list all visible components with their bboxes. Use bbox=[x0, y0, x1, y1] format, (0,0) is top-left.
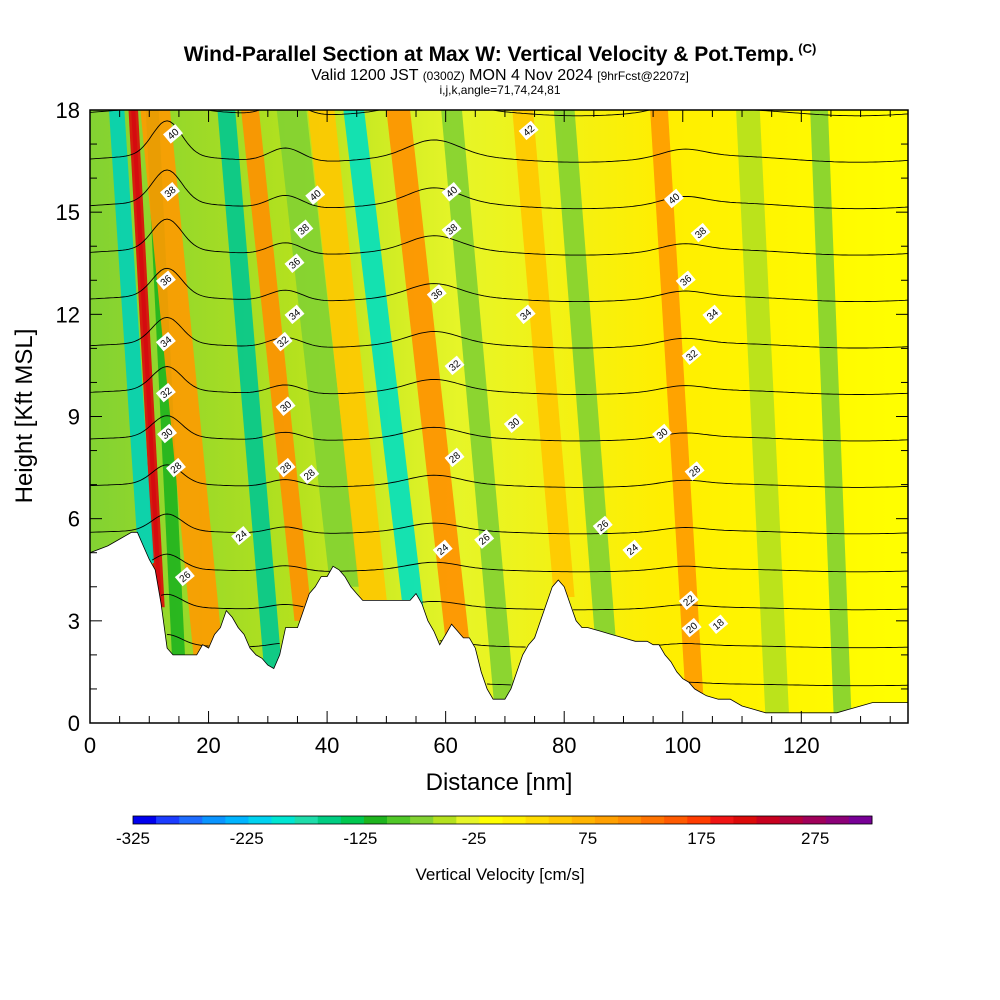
colorbar-swatch bbox=[340, 816, 365, 824]
colorbar-swatch bbox=[248, 816, 273, 824]
theta-contours bbox=[90, 110, 908, 687]
chart-title: Wind-Parallel Section at Max W: Vertical… bbox=[0, 36, 1000, 68]
y-axis-label: Height [Kft MSL] bbox=[11, 329, 38, 504]
colorbar-swatch bbox=[571, 816, 596, 824]
x-tick-label: 0 bbox=[84, 733, 96, 758]
chart-subtitle: Valid 1200 JST (0300Z) MON 4 Nov 2024 [9… bbox=[0, 68, 1000, 84]
velocity-band-11 bbox=[441, 110, 516, 710]
colorbar-tick-label: -225 bbox=[230, 829, 264, 848]
y-tick-label: 3 bbox=[68, 609, 80, 634]
theta-contour-28 bbox=[90, 415, 908, 442]
y-tick-label: 9 bbox=[68, 405, 80, 430]
colorbar-swatch bbox=[825, 816, 850, 824]
colorbar-swatch bbox=[802, 816, 827, 824]
velocity-band-13 bbox=[553, 110, 617, 643]
velocity-band-14 bbox=[650, 110, 704, 700]
velocity-band-1 bbox=[128, 110, 165, 608]
theta-contour-16 bbox=[487, 681, 908, 687]
theta-contour-20 bbox=[160, 593, 908, 611]
theta-contour-32 bbox=[90, 316, 908, 349]
y-tick-label: 12 bbox=[56, 302, 80, 327]
y-tick-label: 15 bbox=[56, 200, 80, 225]
colorbar-swatch bbox=[548, 816, 573, 824]
y-tick-label: 18 bbox=[56, 98, 80, 123]
x-axis-label: Distance [nm] bbox=[426, 769, 573, 796]
colorbar-swatch bbox=[687, 816, 711, 824]
colorbar-swatch bbox=[756, 816, 781, 824]
velocity-band-6 bbox=[241, 110, 313, 621]
theta-contour-22 bbox=[151, 553, 908, 573]
x-tick-label: 80 bbox=[552, 733, 576, 758]
valid-time: Valid 1200 JST bbox=[311, 67, 419, 84]
x-tick-label: 60 bbox=[433, 733, 457, 758]
colorbar-swatch bbox=[294, 816, 319, 824]
colorbar-swatch bbox=[179, 816, 203, 824]
velocity-band-2 bbox=[108, 110, 155, 563]
velocity-band-12 bbox=[512, 110, 575, 597]
colorbar-swatch bbox=[410, 816, 434, 824]
theta-contour-18 bbox=[167, 634, 908, 649]
theta-contour-34 bbox=[90, 267, 908, 303]
colorbar-swatch bbox=[479, 816, 503, 824]
colorbar-swatch bbox=[156, 816, 180, 824]
terrain-mask bbox=[90, 531, 908, 723]
y-axis: 0 3 6 9 12 15 18 bbox=[56, 98, 908, 736]
chart-title-text: Wind-Parallel Section at Max W: Vertical… bbox=[183, 43, 795, 66]
x-tick-label: 100 bbox=[664, 733, 701, 758]
colorbar-tick-label: 75 bbox=[578, 829, 597, 848]
colorbar-swatch bbox=[387, 816, 411, 824]
theta-contour-30 bbox=[90, 366, 908, 395]
colorbar-swatch bbox=[617, 816, 642, 824]
colorbar-swatch bbox=[317, 816, 342, 824]
forecast-info: [9hrFcst@2207z] bbox=[597, 69, 689, 83]
colorbar-swatch bbox=[594, 816, 619, 824]
colorbar-swatch bbox=[733, 816, 758, 824]
colorbar-swatch bbox=[664, 816, 688, 824]
colorbar-swatch bbox=[202, 816, 226, 824]
theta-contour-26 bbox=[90, 464, 908, 488]
valid-date: MON 4 Nov 2024 bbox=[469, 67, 593, 84]
colorbar-tick-label: 175 bbox=[687, 829, 715, 848]
copyright-mark: (C) bbox=[798, 41, 817, 56]
theta-contour-36 bbox=[90, 218, 908, 256]
colorbar-swatch bbox=[710, 816, 734, 824]
x-tick-label: 120 bbox=[783, 733, 820, 758]
y-tick-label: 6 bbox=[68, 507, 80, 532]
theta-contour-40 bbox=[90, 120, 908, 163]
colorbar-tick-label: -25 bbox=[462, 829, 487, 848]
x-tick-label: 40 bbox=[315, 733, 339, 758]
colorbar-tick-label: -125 bbox=[343, 829, 377, 848]
colorbar-swatch bbox=[779, 816, 804, 824]
colorbar-swatch bbox=[502, 816, 527, 824]
section-indices: i,j,k,angle=71,74,24,81 bbox=[439, 83, 561, 97]
x-tick-label: 20 bbox=[196, 733, 220, 758]
colorbar-swatch bbox=[271, 816, 296, 824]
colorbar-tick-label: -325 bbox=[116, 829, 150, 848]
colorbar-swatch bbox=[525, 816, 550, 824]
velocity-band-4 bbox=[140, 110, 224, 659]
colorbar-label: Vertical Velocity [cm/s] bbox=[415, 865, 584, 884]
colorbar-tick-label: 275 bbox=[801, 829, 829, 848]
velocity-band-9 bbox=[343, 110, 424, 608]
colorbar-swatch bbox=[848, 816, 873, 824]
colorbar-swatch bbox=[433, 816, 457, 824]
colorbar: -325 -225 -125 -25 75 175 275 bbox=[116, 815, 873, 848]
colorbar-swatch bbox=[363, 816, 388, 824]
title-block: Wind-Parallel Section at Max W: Vertical… bbox=[0, 36, 1000, 96]
colorbar-swatch bbox=[456, 816, 480, 824]
velocity-band-16 bbox=[810, 110, 852, 722]
colorbar-swatch bbox=[133, 816, 157, 824]
colorbar-swatch bbox=[641, 816, 665, 824]
x-axis: 0 20 40 60 80 100 120 bbox=[84, 110, 891, 758]
colorbar-swatch bbox=[225, 816, 249, 824]
y-tick-label: 0 bbox=[68, 711, 80, 736]
utc-time: (0300Z) bbox=[422, 69, 465, 83]
theta-contour-24 bbox=[90, 513, 908, 535]
theta-contour-38 bbox=[90, 169, 908, 210]
